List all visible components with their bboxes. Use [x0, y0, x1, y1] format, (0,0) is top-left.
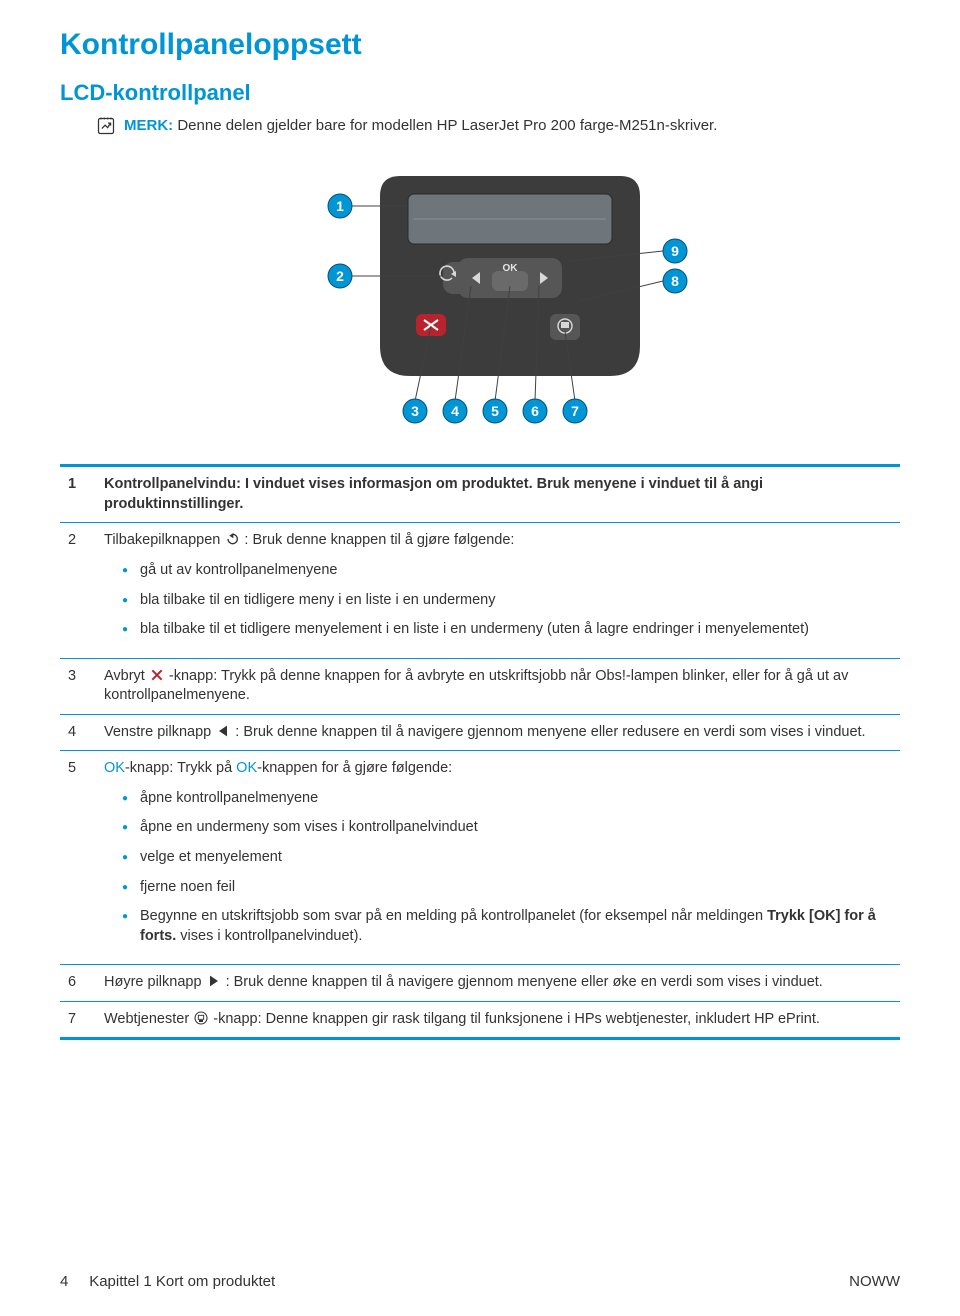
- table-row: 7 Webtjenester -knapp: Denne knappen gir…: [60, 1001, 900, 1039]
- after-text: -knapp: Trykk på denne knappen for å avb…: [104, 668, 848, 704]
- list-item: åpne kontrollpanelmenyene: [122, 789, 892, 809]
- lead-text: Venstre pilknapp: [104, 724, 215, 740]
- bullet-list: åpne kontrollpanelmenyene åpne en underm…: [122, 789, 892, 946]
- cell-num: 1: [60, 466, 96, 523]
- footer-chapter: Kapittel 1 Kort om produktet: [89, 1273, 275, 1290]
- lead-text: Høyre pilknapp: [104, 974, 202, 990]
- footer-page-number: 4: [60, 1273, 68, 1290]
- page-title: Kontrollpaneloppsett: [60, 28, 900, 62]
- left-arrow-icon: [215, 723, 231, 739]
- cell-desc: OK-knapp: Trykk på OK-knappen for å gjør…: [96, 751, 900, 965]
- section-title: LCD-kontrollpanel: [60, 80, 900, 106]
- list-item: åpne en undermeny som vises i kontrollpa…: [122, 818, 892, 838]
- svg-text:7: 7: [571, 403, 579, 419]
- note-label: MERK:: [124, 117, 173, 134]
- after-text: -knappen for å gjøre følgende:: [257, 760, 452, 776]
- cell-desc: Avbryt -knapp: Trykk på denne knappen fo…: [96, 658, 900, 714]
- right-arrow-icon: [206, 973, 222, 989]
- svg-text:9: 9: [671, 243, 679, 259]
- table-row: 4 Venstre pilknapp : Bruk denne knappen …: [60, 714, 900, 751]
- lead-text: Tilbakepilknappen: [104, 532, 224, 548]
- callout-3: 3: [403, 399, 427, 423]
- list-item: gå ut av kontrollpanelmenyene: [122, 561, 892, 581]
- callout-4: 4: [443, 399, 467, 423]
- list-item: velge et menyelement: [122, 848, 892, 868]
- eprint-icon: [193, 1010, 209, 1026]
- list-item: bla tilbake til en tidligere meny i en l…: [122, 591, 892, 611]
- page: Kontrollpaneloppsett LCD-kontrollpanel M…: [0, 0, 960, 1316]
- list-item: fjerne noen feil: [122, 878, 892, 898]
- lead-text: Webtjenester: [104, 1011, 193, 1027]
- cell-num: 5: [60, 751, 96, 965]
- table-row: 6 Høyre pilknapp : Bruk denne knappen ti…: [60, 965, 900, 1002]
- table-row: 1 Kontrollpanelvindu: I vinduet vises in…: [60, 466, 900, 523]
- cell-desc: Tilbakepilknappen : Bruk denne knappen t…: [96, 523, 900, 658]
- callout-6: 6: [523, 399, 547, 423]
- note-icon: [96, 116, 116, 136]
- note-block: MERK: Denne delen gjelder bare for model…: [96, 116, 900, 136]
- control-panel-diagram: OK 1 2: [60, 156, 900, 436]
- footer-left: 4 Kapittel 1 Kort om produktet: [60, 1273, 275, 1290]
- after-text: : Bruk denne knappen til å navigere gjen…: [226, 974, 823, 990]
- mid-text: -knapp: Trykk på: [125, 760, 236, 776]
- tail-post: vises i kontrollpanelvinduet).: [176, 928, 362, 944]
- table-row: 3 Avbryt -knapp: Trykk på denne knappen …: [60, 658, 900, 714]
- ok-text: OK: [104, 760, 125, 776]
- table-row: 5 OK-knapp: Trykk på OK-knappen for å gj…: [60, 751, 900, 965]
- after-text: : Bruk denne knappen til å navigere gjen…: [235, 724, 865, 740]
- svg-text:4: 4: [451, 403, 459, 419]
- cell-desc: Venstre pilknapp : Bruk denne knappen ti…: [96, 714, 900, 751]
- table-row: 2 Tilbakepilknappen : Bruk denne knappen…: [60, 523, 900, 658]
- svg-text:1: 1: [336, 198, 344, 214]
- bullet-list: gå ut av kontrollpanelmenyene bla tilbak…: [122, 561, 892, 640]
- svg-text:8: 8: [671, 273, 679, 289]
- page-footer: 4 Kapittel 1 Kort om produktet NOWW: [60, 1273, 900, 1290]
- callout-5: 5: [483, 399, 507, 423]
- cell-desc: Kontrollpanelvindu: I vinduet vises info…: [96, 466, 900, 523]
- cell-desc: Høyre pilknapp : Bruk denne knappen til …: [96, 965, 900, 1002]
- callout-7: 7: [563, 399, 587, 423]
- tail-pre: Begynne en utskriftsjobb som svar på en …: [140, 908, 767, 924]
- note-text: MERK: Denne delen gjelder bare for model…: [124, 116, 717, 136]
- controls-table: 1 Kontrollpanelvindu: I vinduet vises in…: [60, 464, 900, 1040]
- cell-desc: Webtjenester -knapp: Denne knappen gir r…: [96, 1001, 900, 1039]
- svg-text:3: 3: [411, 403, 419, 419]
- cell-num: 7: [60, 1001, 96, 1039]
- footer-right: NOWW: [849, 1273, 900, 1290]
- list-item: Begynne en utskriftsjobb som svar på en …: [122, 907, 892, 946]
- cancel-x-icon: [149, 667, 165, 683]
- cell-num: 3: [60, 658, 96, 714]
- after-text: : Bruk denne knappen til å gjøre følgend…: [244, 532, 514, 548]
- lead-text: Avbryt: [104, 668, 149, 684]
- cell-num: 2: [60, 523, 96, 658]
- note-body: Denne delen gjelder bare for modellen HP…: [177, 117, 717, 134]
- after-text: -knapp: Denne knappen gir rask tilgang t…: [213, 1011, 820, 1027]
- list-item: bla tilbake til et tidligere menyelement…: [122, 620, 892, 640]
- svg-text:6: 6: [531, 403, 539, 419]
- back-arrow-icon: [224, 531, 240, 547]
- ok-text: OK: [236, 760, 257, 776]
- diagram-svg: OK 1 2: [220, 156, 740, 436]
- svg-text:2: 2: [336, 268, 344, 284]
- svg-text:5: 5: [491, 403, 499, 419]
- cell-num: 6: [60, 965, 96, 1002]
- cell-num: 4: [60, 714, 96, 751]
